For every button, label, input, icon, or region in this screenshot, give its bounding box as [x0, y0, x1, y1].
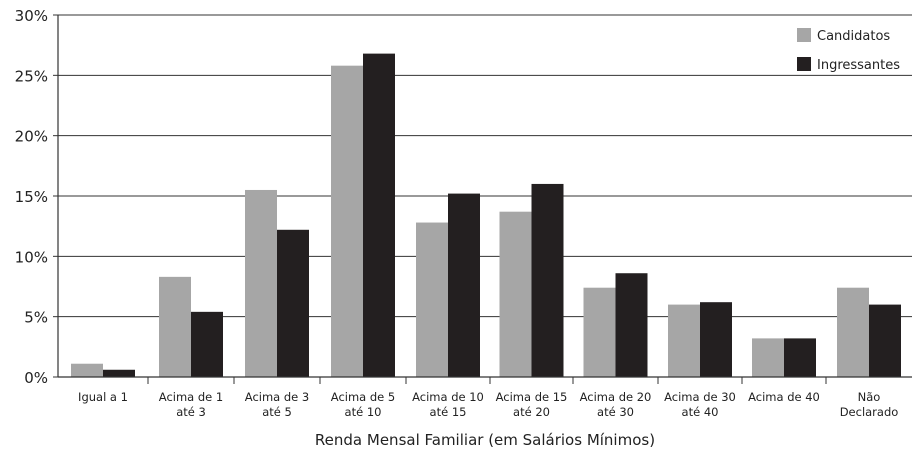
y-tick-label: 15%	[15, 188, 48, 206]
x-category-label: Acima de 1 até 3	[159, 390, 223, 419]
x-category-label: Acima de 20 até 30	[580, 390, 652, 419]
x-category-label: Não Declarado	[840, 390, 899, 419]
bar-ingressantes	[448, 193, 480, 377]
bar-ingressantes	[103, 369, 135, 377]
bar-candidatos	[159, 276, 191, 377]
x-category-label: Acima de 3 até 5	[245, 390, 309, 419]
legend-swatch-ingressantes	[797, 57, 811, 71]
x-category-label: Acima de 5 até 10	[331, 390, 395, 419]
y-tick-label: 20%	[15, 128, 48, 146]
bar-ingressantes	[531, 183, 564, 377]
x-category-label: Acima de 10 até 15	[412, 390, 484, 419]
y-tick-label: 0%	[24, 369, 48, 387]
bar-candidatos	[71, 363, 103, 377]
bar-candidatos	[668, 304, 700, 377]
x-category-label: Igual a 1	[78, 390, 128, 404]
x-category-label: Acima de 40	[748, 390, 820, 404]
bar-ingressantes	[191, 311, 223, 377]
bar-candidatos	[331, 65, 363, 378]
bar-candidatos	[752, 338, 784, 377]
bar-ingressantes	[615, 273, 648, 377]
axes	[57, 15, 912, 384]
legend-swatch-candidatos	[797, 28, 811, 42]
bar-ingressantes	[700, 302, 732, 377]
y-tick-label: 5%	[24, 309, 48, 327]
y-tick-label: 30%	[15, 7, 48, 25]
bars	[71, 53, 901, 378]
y-tick-labels: 0% 5% 10% 15% 20% 25% 30%	[15, 7, 48, 387]
legend: Candidatos Ingressantes	[797, 28, 900, 73]
bar-candidatos	[499, 211, 532, 377]
bar-candidatos	[245, 189, 277, 377]
bar-ingressantes	[363, 53, 395, 377]
bar-ingressantes	[869, 304, 901, 377]
bar-candidatos	[837, 287, 869, 377]
x-axis-label: Renda Mensal Familiar (em Salários Mínim…	[315, 431, 655, 449]
x-category-label: Acima de 15 até 20	[496, 390, 568, 419]
y-tick-label: 10%	[15, 248, 48, 266]
legend-label-candidatos: Candidatos	[817, 29, 890, 44]
legend-label-ingressantes: Ingressantes	[817, 58, 900, 73]
bar-ingressantes	[277, 229, 309, 377]
bar-candidatos	[583, 287, 616, 377]
x-category-labels: Igual a 1 Acima de 1 até 3 Acima de 3 até 5 A…	[78, 390, 898, 419]
x-category-label: Acima de 30 até 40	[664, 390, 736, 419]
y-tick-label: 25%	[15, 67, 48, 85]
bar-ingressantes	[784, 338, 816, 377]
bar-candidatos	[416, 222, 448, 377]
